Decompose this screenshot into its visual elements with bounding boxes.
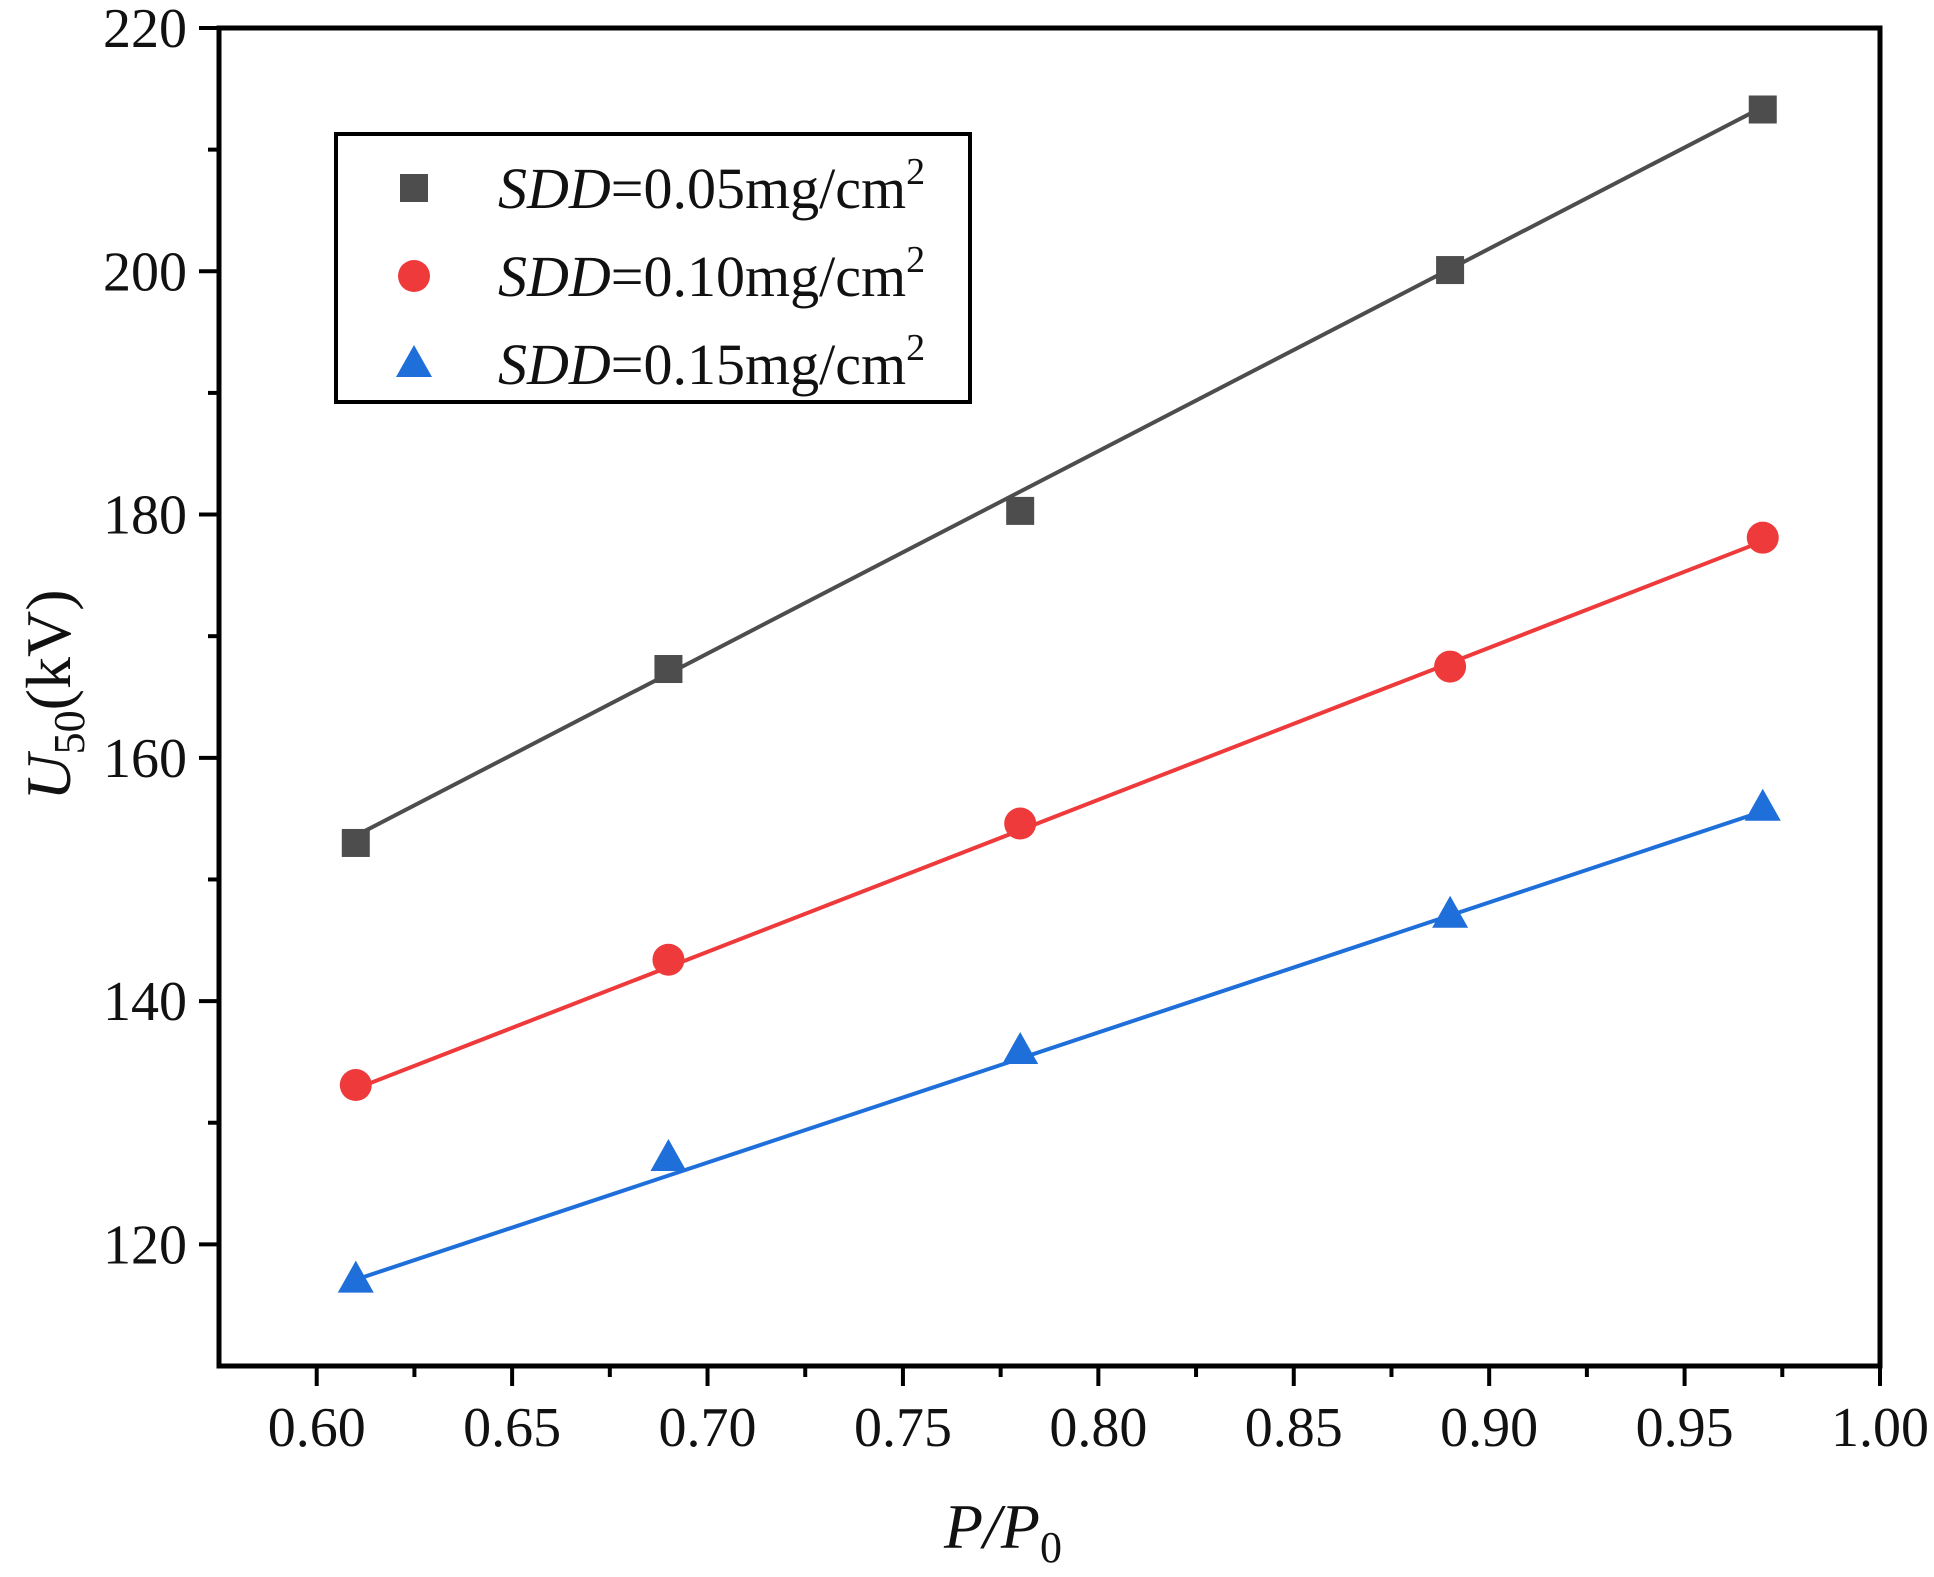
data-point-series-3 bbox=[1432, 895, 1469, 928]
legend: SDD=0.05mg/cm2 SDD=0.10mg/cm2 SDD=0.15mg/c… bbox=[334, 132, 972, 404]
y-axis-title-sub: 50 bbox=[45, 710, 94, 754]
data-markers bbox=[337, 95, 1781, 1293]
fit-line-series-2 bbox=[355, 539, 1764, 1091]
y-tick-label: 180 bbox=[103, 485, 187, 547]
data-point-series-3 bbox=[650, 1139, 687, 1172]
x-axis-title-sub: 0 bbox=[1040, 1523, 1062, 1572]
fit-line-series-1 bbox=[354, 105, 1764, 838]
legend-box bbox=[334, 132, 972, 404]
data-point-series-1 bbox=[1006, 496, 1035, 525]
data-point-series-2 bbox=[652, 943, 685, 976]
legend-label-series-1: SDD=0.05mg/cm2 bbox=[498, 151, 925, 221]
major-ticks bbox=[199, 26, 1882, 1386]
fit-lines bbox=[354, 105, 1764, 1282]
x-axis-title: P/P0 bbox=[943, 1491, 1062, 1572]
data-point-series-2 bbox=[1746, 521, 1779, 554]
y-axis-title: U50(kV) bbox=[13, 589, 94, 800]
x-tick-label: 0.75 bbox=[854, 1397, 952, 1459]
data-point-series-3 bbox=[1002, 1031, 1039, 1064]
data-point-series-2 bbox=[339, 1069, 372, 1102]
data-point-series-1 bbox=[341, 828, 370, 857]
x-tick-label: 0.90 bbox=[1440, 1397, 1538, 1459]
x-tick-label: 0.80 bbox=[1049, 1397, 1147, 1459]
x-tick-label: 1.00 bbox=[1831, 1397, 1929, 1459]
data-point-series-2 bbox=[1434, 650, 1467, 683]
data-point-series-1 bbox=[654, 655, 683, 684]
data-point-series-1 bbox=[1436, 256, 1465, 285]
data-point-series-3 bbox=[1744, 788, 1781, 821]
x-tick-label: 0.65 bbox=[463, 1397, 561, 1459]
y-tick-label: 200 bbox=[103, 241, 187, 303]
y-axis-title-rest: (kV) bbox=[13, 589, 84, 710]
x-tick-label: 0.85 bbox=[1245, 1397, 1343, 1459]
y-tick-label: 120 bbox=[103, 1214, 187, 1276]
legend-label-series-3: SDD=0.15mg/cm2 bbox=[498, 327, 925, 397]
legend-label-series-2: SDD=0.10mg/cm2 bbox=[498, 239, 925, 309]
legend-marker-series-3 bbox=[396, 345, 432, 377]
tick-labels: 0.60 0.65 0.70 0.75 0.80 0.85 0.90 0.95 1.00 120 1… bbox=[103, 0, 1929, 1459]
legend-marker-series-2 bbox=[398, 260, 430, 292]
y-axis-title-main: U bbox=[13, 751, 84, 801]
data-point-series-3 bbox=[337, 1260, 374, 1293]
fit-line-series-3 bbox=[355, 809, 1764, 1282]
x-tick-label: 0.60 bbox=[268, 1397, 366, 1459]
data-point-series-1 bbox=[1748, 95, 1777, 124]
legend-marker-series-1 bbox=[400, 174, 428, 202]
data-point-series-2 bbox=[1004, 807, 1037, 840]
plot-frame bbox=[216, 25, 1883, 1369]
x-tick-label: 0.95 bbox=[1636, 1397, 1734, 1459]
x-axis-title-main: P/P bbox=[943, 1491, 1040, 1562]
y-tick-label: 160 bbox=[103, 728, 187, 790]
x-tick-label: 0.70 bbox=[659, 1397, 757, 1459]
y-tick-label: 140 bbox=[103, 971, 187, 1033]
y-tick-label: 220 bbox=[103, 0, 187, 60]
